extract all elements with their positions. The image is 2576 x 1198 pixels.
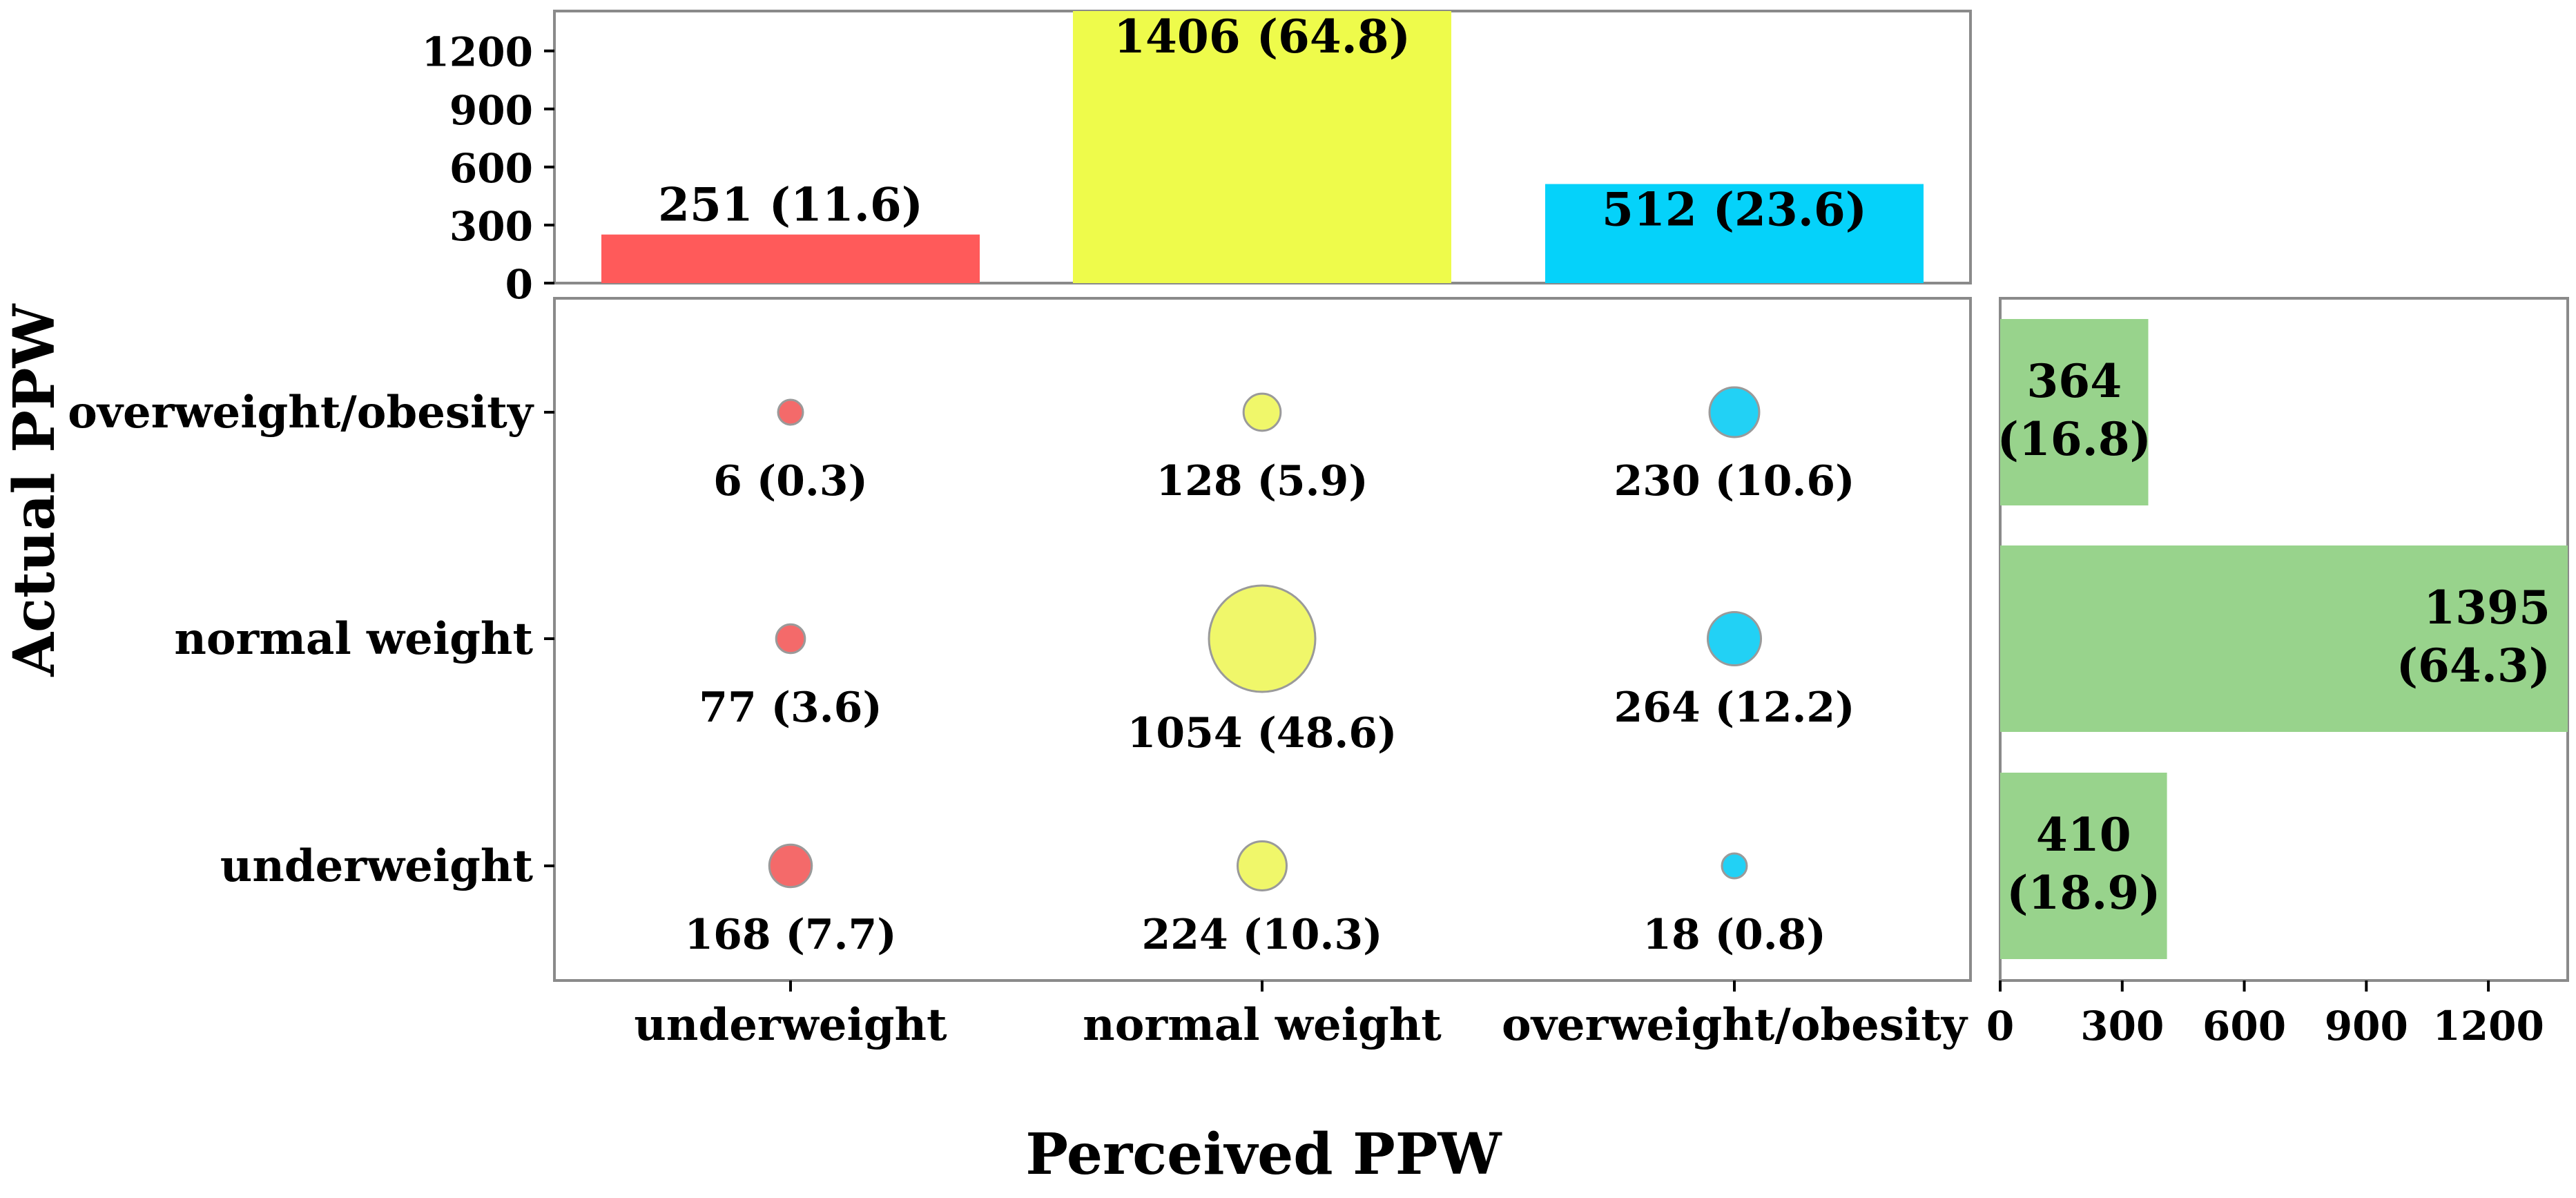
x-tick-label-underweight: underweight xyxy=(634,999,947,1051)
matrix-y-axis: overweight/obesity normal weight underweig… xyxy=(68,387,554,892)
bubbles: 6 (0.3) 128 (5.9) 230 (10.6) 77 (3.6) 1054 (… xyxy=(684,386,1855,959)
bubble-label: 224 (10.3) xyxy=(1141,911,1382,959)
right-bar-label: 1395 xyxy=(2423,581,2550,635)
top-bar-label: 251 (11.6) xyxy=(658,178,923,232)
y-tick-label-underweight: underweight xyxy=(220,840,534,892)
bubble-normal-weight-underweight xyxy=(775,623,806,655)
right-x-tick-label: 1200 xyxy=(2432,1003,2544,1050)
top-marginal-panel: 0 300 600 900 1200 251 (11.6) 1406 (64.8) 512 … xyxy=(422,10,1972,308)
top-bar-label: 1406 (64.8) xyxy=(1114,10,1411,64)
bubble-normal-weight-normal-weight xyxy=(1208,584,1317,693)
right-bar-normal-weight xyxy=(2000,545,2568,732)
top-y-tick-label: 600 xyxy=(449,145,533,192)
top-bar-normal-weight xyxy=(1073,11,1451,283)
right-bars: 364(16.8) 1395(64.3) 410(18.9) xyxy=(1997,319,2568,959)
bubble-overweight-obesity-overweight-obesity xyxy=(1708,386,1761,438)
bubble-label: 6 (0.3) xyxy=(713,457,868,505)
right-bar-label: (64.3) xyxy=(2396,639,2550,693)
top-y-tick-label: 900 xyxy=(449,87,533,134)
bubble-underweight-normal-weight xyxy=(1237,840,1288,891)
right-x-tick-label: 300 xyxy=(2080,1003,2164,1050)
top-y-axis: 0 300 600 900 1200 xyxy=(422,29,554,308)
right-bar-label: (18.9) xyxy=(2006,866,2160,920)
bubble-label: 168 (7.7) xyxy=(684,911,896,959)
top-y-tick-label: 1200 xyxy=(422,29,533,76)
y-tick-label-normal-weight: normal weight xyxy=(174,613,533,665)
bubble-normal-weight-overweight-obesity xyxy=(1706,610,1763,667)
top-bar-overweight-obesity xyxy=(1545,184,1924,283)
right-bar-label: (16.8) xyxy=(1997,412,2151,466)
right-marginal-panel: 364(16.8) 1395(64.3) 410(18.9) 0 300 600 900 1… xyxy=(1986,297,2569,1050)
top-bar-underweight xyxy=(601,234,980,283)
x-tick-label-overweight-obesity: overweight/obesity xyxy=(1502,999,1968,1051)
top-bar-label: 512 (23.6) xyxy=(1602,183,1867,237)
right-bar-label: 364 xyxy=(2026,354,2122,408)
bubble-label: 1054 (48.6) xyxy=(1127,709,1397,757)
bubble-overweight-obesity-normal-weight xyxy=(1242,392,1282,432)
matrix-x-axis: underweight normal weight overweight/obesi… xyxy=(634,980,1968,1051)
right-x-axis: 0 300 600 900 1200 xyxy=(1986,980,2544,1050)
right-x-tick-label: 600 xyxy=(2202,1003,2286,1050)
top-y-tick-label: 300 xyxy=(449,203,533,250)
bubble-label: 264 (12.2) xyxy=(1614,684,1854,732)
right-bar-underweight xyxy=(2000,773,2167,959)
bubble-underweight-underweight xyxy=(768,843,813,889)
top-y-tick-label: 0 xyxy=(505,261,533,308)
bubble-label: 128 (5.9) xyxy=(1156,457,1368,505)
bubble-label: 77 (3.6) xyxy=(699,684,882,732)
y-tick-label-overweight-obesity: overweight/obesity xyxy=(68,387,534,438)
right-bar-overweight-obesity xyxy=(2000,319,2149,505)
right-x-tick-label: 0 xyxy=(1986,1003,2014,1050)
bubble-label: 230 (10.6) xyxy=(1614,457,1854,505)
bubble-label: 18 (0.8) xyxy=(1643,911,1826,959)
bubble-underweight-overweight-obesity xyxy=(1721,852,1748,880)
y-axis-title: Actual PPW xyxy=(1,302,68,677)
top-bars: 251 (11.6) 1406 (64.8) 512 (23.6) xyxy=(601,10,1924,283)
bubble-overweight-obesity-underweight xyxy=(777,398,804,426)
right-x-tick-label: 900 xyxy=(2325,1003,2408,1050)
right-bar-label: 410 xyxy=(2036,808,2131,862)
x-axis-title: Perceived PPW xyxy=(1025,1121,1502,1188)
x-tick-label-normal-weight: normal weight xyxy=(1083,999,1442,1051)
